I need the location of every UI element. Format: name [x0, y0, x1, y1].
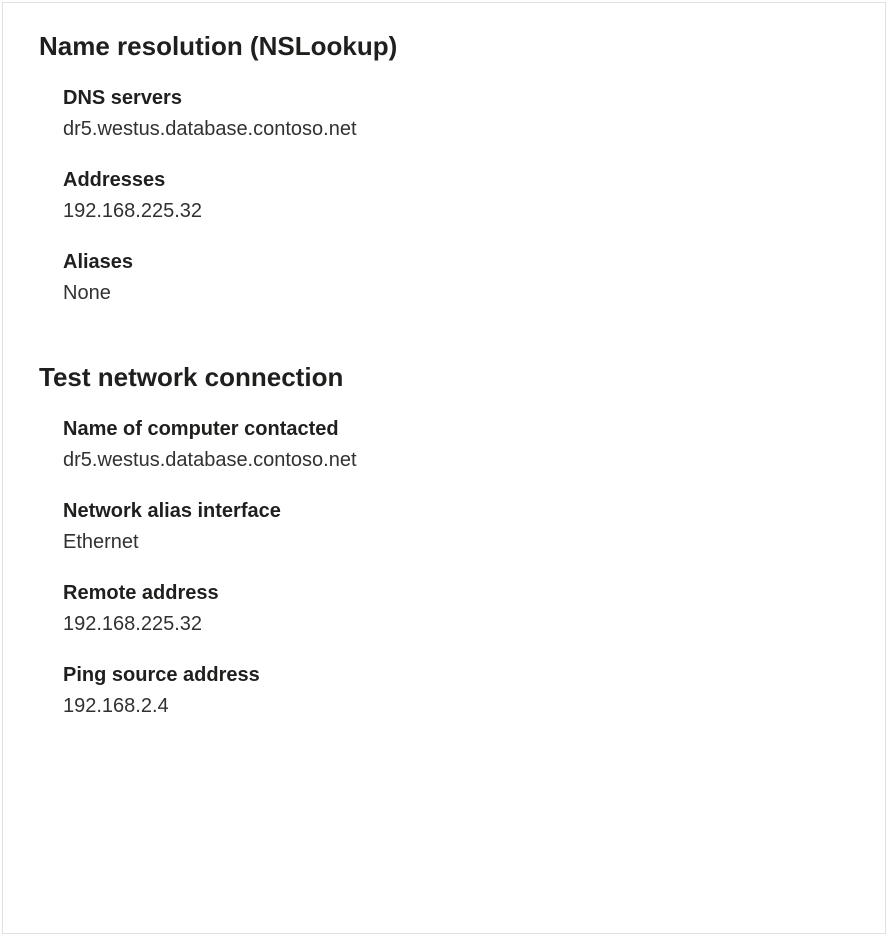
- dns-servers-field: DNS servers dr5.westus.database.contoso.…: [63, 84, 849, 144]
- network-alias-interface-value: Ethernet: [63, 527, 849, 557]
- addresses-value: 192.168.225.32: [63, 196, 849, 226]
- network-alias-interface-label: Network alias interface: [63, 497, 849, 525]
- ping-source-address-label: Ping source address: [63, 661, 849, 689]
- aliases-field: Aliases None: [63, 248, 849, 308]
- ping-source-address-field: Ping source address 192.168.2.4: [63, 661, 849, 721]
- test-connection-section: Name of computer contacted dr5.westus.da…: [39, 415, 849, 721]
- ping-source-address-value: 192.168.2.4: [63, 691, 849, 721]
- name-resolution-section: DNS servers dr5.westus.database.contoso.…: [39, 84, 849, 308]
- aliases-label: Aliases: [63, 248, 849, 276]
- dns-servers-value: dr5.westus.database.contoso.net: [63, 114, 849, 144]
- test-connection-title: Test network connection: [39, 362, 849, 393]
- diagnostics-panel: Name resolution (NSLookup) DNS servers d…: [2, 2, 886, 934]
- remote-address-value: 192.168.225.32: [63, 609, 849, 639]
- name-resolution-title: Name resolution (NSLookup): [39, 31, 849, 62]
- remote-address-field: Remote address 192.168.225.32: [63, 579, 849, 639]
- network-alias-interface-field: Network alias interface Ethernet: [63, 497, 849, 557]
- addresses-field: Addresses 192.168.225.32: [63, 166, 849, 226]
- aliases-value: None: [63, 278, 849, 308]
- computer-contacted-value: dr5.westus.database.contoso.net: [63, 445, 849, 475]
- computer-contacted-label: Name of computer contacted: [63, 415, 849, 443]
- dns-servers-label: DNS servers: [63, 84, 849, 112]
- computer-contacted-field: Name of computer contacted dr5.westus.da…: [63, 415, 849, 475]
- remote-address-label: Remote address: [63, 579, 849, 607]
- addresses-label: Addresses: [63, 166, 849, 194]
